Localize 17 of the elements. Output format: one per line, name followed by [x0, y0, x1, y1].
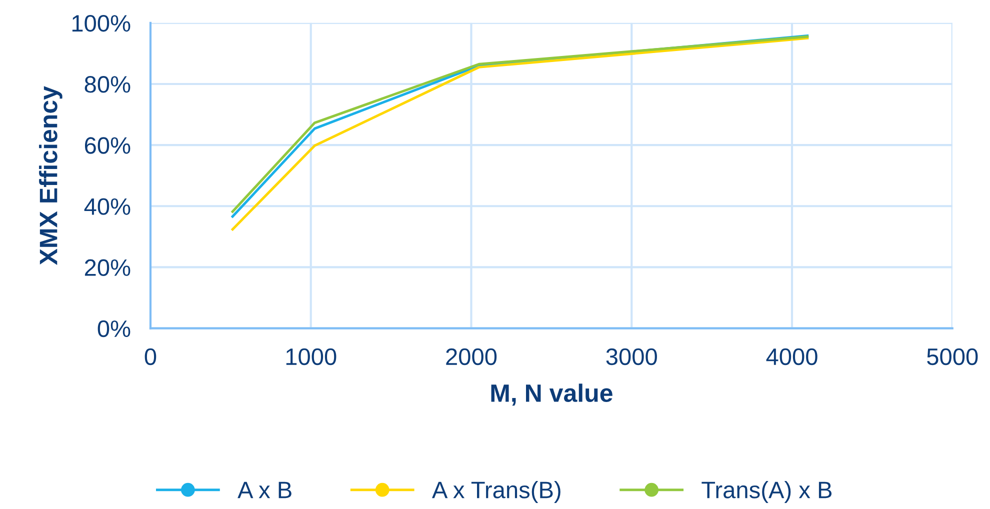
y-tick-label: 20% — [84, 259, 130, 276]
x-tick-label: 4000 — [766, 348, 818, 366]
y-axis-title: XMX Efficiency — [39, 86, 62, 265]
legend-label: A x B — [238, 482, 292, 498]
x-axis-title: M, N value — [491, 384, 612, 406]
y-tick-label: 0% — [98, 320, 130, 338]
x-tick-label: 2000 — [446, 348, 497, 366]
y-tick-label: 100% — [72, 14, 130, 32]
y-tick-label: 40% — [84, 198, 130, 215]
x-tick-label: 0 — [144, 348, 156, 366]
x-tick-label: 3000 — [606, 348, 657, 366]
x-tick-label: 1000 — [286, 348, 336, 366]
legend-label: Trans(A) x B — [702, 481, 832, 504]
legend-label: A x Trans(B) — [432, 481, 560, 504]
y-tick-label: 80% — [84, 76, 130, 93]
y-tick-label: 60% — [84, 137, 130, 154]
x-tick-label: 5000 — [927, 348, 978, 366]
